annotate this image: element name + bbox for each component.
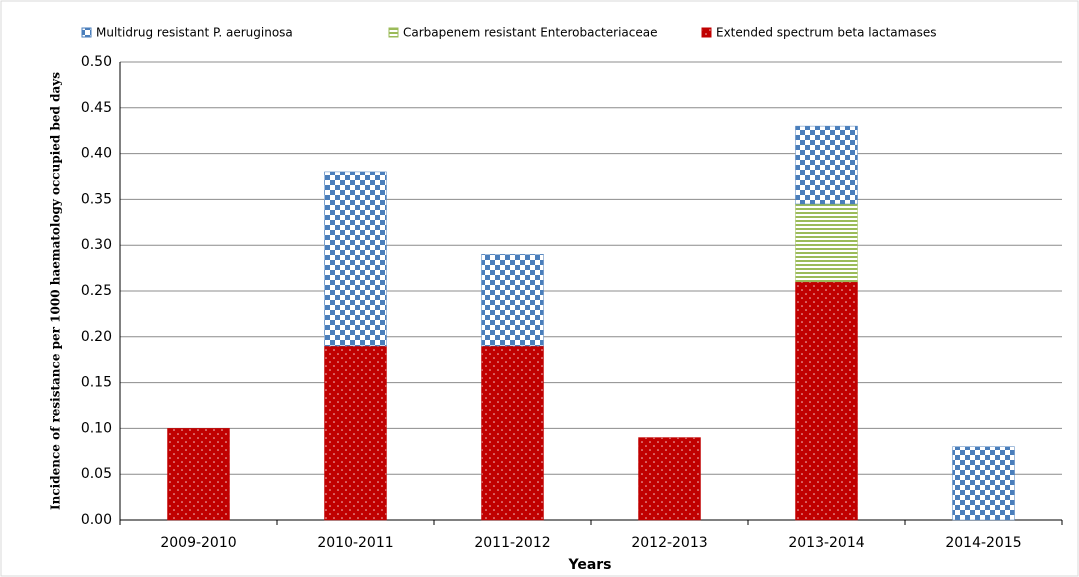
x-tick-label: 2012-2013 — [631, 535, 707, 551]
y-axis-title: Incidence of resistance per 1000 haemato… — [49, 72, 63, 510]
bar-segment — [167, 428, 230, 521]
y-tick-label: 0.50 — [81, 54, 112, 70]
legend-swatch — [81, 27, 92, 38]
legend-label: Extended spectrum beta lactamases — [716, 26, 937, 40]
bar-segment — [481, 345, 544, 521]
bar-segment — [952, 446, 1015, 521]
y-tick-label: 0.40 — [81, 146, 112, 162]
legend-label: Multidrug resistant P. aeruginosa — [96, 26, 293, 40]
y-tick-label: 0.45 — [81, 100, 112, 116]
y-tick-label: 0.00 — [81, 512, 112, 528]
y-tick-label: 0.20 — [81, 329, 112, 345]
x-tick-label: 2013-2014 — [788, 535, 864, 551]
bar-segment — [481, 254, 544, 347]
bar-segment — [324, 171, 387, 347]
x-tick-label: 2014-2015 — [945, 535, 1021, 551]
bar-segment — [795, 125, 858, 205]
x-axis-title: Years — [567, 557, 611, 573]
bar-segment — [795, 203, 858, 283]
y-tick-label: 0.25 — [81, 283, 112, 299]
legend-swatch — [701, 27, 712, 38]
bar-segment — [795, 281, 858, 521]
y-tick-label: 0.10 — [81, 420, 112, 436]
legend-label: Carbapenem resistant Enterobacteriaceae — [403, 26, 657, 40]
x-tick-label: 2009-2010 — [160, 535, 236, 551]
y-tick-label: 0.05 — [81, 466, 112, 482]
y-tick-label: 0.15 — [81, 375, 112, 391]
x-tick-label: 2011-2012 — [474, 535, 550, 551]
y-tick-label: 0.30 — [81, 237, 112, 253]
y-tick-label: 0.35 — [81, 191, 112, 207]
legend-swatch — [388, 27, 399, 38]
bar-segment — [638, 437, 701, 521]
bar-segment — [324, 345, 387, 521]
x-tick-label: 2010-2011 — [317, 535, 393, 551]
